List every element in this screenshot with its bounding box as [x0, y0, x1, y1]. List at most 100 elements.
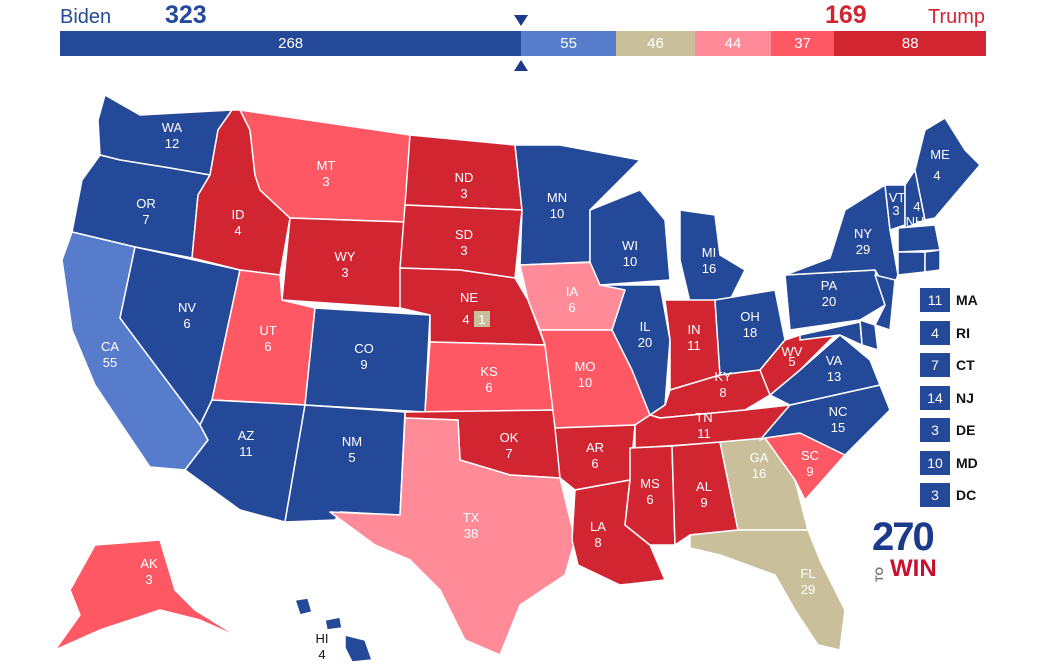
- state-me[interactable]: [914, 117, 981, 221]
- state-label-or-abbr: OR: [136, 196, 156, 211]
- state-label-al-votes: 9: [700, 495, 707, 510]
- state-label-ks-votes: 6: [485, 380, 492, 395]
- state-label-al-abbr: AL: [696, 479, 712, 494]
- state-de[interactable]: [859, 319, 879, 351]
- state-label-oh-votes: 18: [743, 325, 757, 340]
- state-label-ak-abbr: AK: [140, 556, 158, 571]
- bar-segment-leans-rep[interactable]: 44: [695, 31, 771, 56]
- state-label-ar-abbr: AR: [586, 440, 604, 455]
- state-label-ia-abbr: IA: [566, 284, 579, 299]
- state-label-ny-abbr: NY: [854, 226, 872, 241]
- bar-segment-safe-dem[interactable]: 268: [60, 31, 522, 56]
- state-label-wa-abbr: WA: [162, 120, 183, 135]
- small-state-name-ct: CT: [956, 357, 975, 373]
- state-label-tx-votes: 38: [464, 526, 478, 541]
- state-label-fl-votes: 29: [801, 582, 815, 597]
- state-nm[interactable]: [284, 404, 406, 523]
- state-md[interactable]: [799, 321, 863, 346]
- state-label-il-votes: 20: [638, 335, 652, 350]
- logo-win: WIN: [890, 555, 937, 582]
- small-state-box-ri[interactable]: 4: [920, 320, 950, 345]
- small-state-box-md[interactable]: 10: [920, 450, 950, 475]
- state-label-ks-abbr: KS: [480, 364, 498, 379]
- state-label-mo-votes: 10: [578, 375, 592, 390]
- state-label-mt-votes: 3: [322, 174, 329, 189]
- state-az[interactable]: [184, 399, 306, 523]
- state-mi[interactable]: [679, 209, 746, 303]
- state-label-ky-abbr: KY: [714, 369, 732, 384]
- state-label-wa-votes: 12: [165, 136, 179, 151]
- state-label-ky-votes: 8: [719, 385, 726, 400]
- small-state-row-dc: 3 DC: [920, 483, 978, 516]
- threshold-marker-top-icon: [514, 15, 528, 26]
- state-ak[interactable]: [54, 539, 241, 651]
- bar-segment-safe-rep[interactable]: 88: [834, 31, 986, 56]
- state-label-ak-votes: 3: [145, 572, 152, 587]
- state-label-co-abbr: CO: [354, 341, 374, 356]
- state-label-tx-abbr: TX: [463, 510, 480, 525]
- small-state-box-nj[interactable]: 14: [920, 385, 950, 410]
- small-state-row-ct: 7 CT: [920, 353, 978, 386]
- state-label-mo-abbr: MO: [575, 359, 596, 374]
- bar-segment-likely-rep[interactable]: 37: [770, 31, 835, 56]
- state-wi[interactable]: [589, 189, 671, 286]
- state-ct[interactable]: [897, 251, 926, 276]
- small-state-box-ct[interactable]: 7: [920, 353, 950, 377]
- state-label-in-abbr: IN: [688, 322, 701, 337]
- state-label-nd-votes: 3: [460, 186, 467, 201]
- state-label-sd-votes: 3: [460, 243, 467, 258]
- state-label-tn-abbr: TN: [695, 410, 712, 425]
- state-label-ga-abbr: GA: [750, 450, 769, 465]
- right-candidate-total: 169: [825, 1, 867, 29]
- small-state-box-ma[interactable]: 11: [920, 288, 950, 312]
- small-state-box-dc[interactable]: 3: [920, 483, 950, 507]
- state-label-nd-abbr: ND: [455, 170, 474, 185]
- ne-district-votes: 1: [478, 312, 485, 327]
- state-label-ne-abbr: NE: [460, 290, 478, 305]
- state-label-wy-votes: 3: [341, 265, 348, 280]
- small-state-name-ri: RI: [956, 324, 970, 341]
- state-ri[interactable]: [924, 249, 941, 273]
- state-nj[interactable]: [874, 274, 896, 331]
- state-label-la-votes: 8: [594, 535, 601, 550]
- small-state-box-de[interactable]: 3: [920, 418, 950, 442]
- state-label-wi-votes: 10: [623, 254, 637, 269]
- state-label-nh-votes: 4: [913, 199, 920, 214]
- state-ma[interactable]: [897, 224, 941, 253]
- state-tx[interactable]: [329, 417, 576, 656]
- logo-to: TO: [874, 566, 886, 582]
- state-label-id-votes: 4: [234, 223, 241, 238]
- state-label-ut-votes: 6: [264, 339, 271, 354]
- state-label-va-votes: 13: [827, 369, 841, 384]
- state-label-tn-votes: 11: [697, 426, 711, 441]
- us-electoral-map: 1 WA 12 OR 7 CA 55 NV 6 ID 4 MT 3 WY 3 U…: [54, 94, 981, 663]
- state-label-ia-votes: 6: [568, 300, 575, 315]
- ne-district-box[interactable]: [474, 311, 490, 327]
- small-state-name-md: MD: [956, 454, 978, 471]
- small-state-row-ri: 4 RI: [920, 320, 978, 354]
- state-ga[interactable]: [719, 437, 809, 531]
- small-state-row-de: 3 DE: [920, 418, 978, 451]
- small-state-row-md: 10 MD: [920, 450, 978, 484]
- state-label-ny-votes: 29: [856, 242, 870, 257]
- state-label-wy-abbr: WY: [335, 249, 356, 264]
- state-hi[interactable]: [294, 597, 373, 663]
- state-label-vt-votes: 3: [892, 203, 899, 218]
- small-state-name-ma: MA: [956, 292, 978, 308]
- bar-segment-likely-dem[interactable]: 55: [521, 31, 616, 56]
- state-label-nc-votes: 15: [831, 420, 845, 435]
- state-label-in-votes: 11: [687, 338, 701, 353]
- small-state-name-dc: DC: [956, 487, 977, 503]
- state-label-hi-abbr: HI: [316, 631, 329, 646]
- 270towin-logo[interactable]: 270 TO WIN: [872, 516, 952, 584]
- state-label-la-abbr: LA: [590, 519, 606, 534]
- state-label-vt-abbr: VT: [889, 190, 906, 205]
- state-label-or-votes: 7: [142, 212, 149, 227]
- state-label-id-abbr: ID: [232, 207, 245, 222]
- state-label-il-abbr: IL: [640, 319, 651, 334]
- state-label-ut-abbr: UT: [259, 323, 276, 338]
- state-label-nm-abbr: NM: [342, 434, 362, 449]
- bar-segment-tossup[interactable]: 46: [615, 31, 696, 56]
- state-label-mn-votes: 10: [550, 206, 564, 221]
- state-fl[interactable]: [689, 529, 846, 651]
